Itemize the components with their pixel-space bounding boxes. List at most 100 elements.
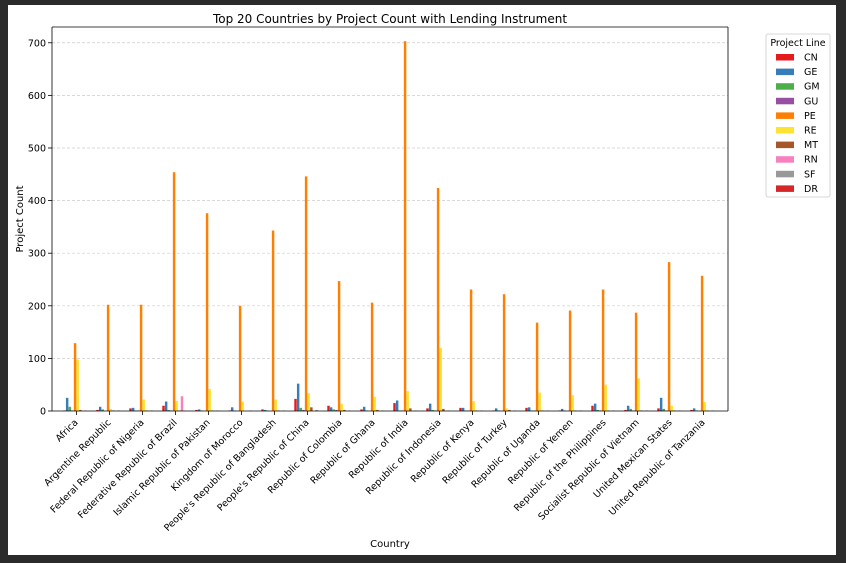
bar-re (439, 347, 442, 411)
bar-ge (527, 407, 531, 411)
bar-pe (205, 213, 209, 411)
bar-cn (360, 409, 363, 411)
bar-ge (329, 407, 333, 411)
bar-gu (335, 409, 338, 411)
bar-pe (436, 187, 440, 411)
y-tick-label: 600 (28, 91, 46, 102)
bar-cn (624, 409, 627, 411)
figure-frame: Top 20 Countries by Project Count with L… (8, 5, 836, 555)
x-tick-label: Africa (54, 417, 81, 444)
legend-label: MT (804, 140, 818, 151)
legend-label: GU (804, 96, 818, 107)
y-tick-label: 500 (28, 143, 46, 154)
legend-swatch-re (776, 127, 794, 134)
bar-cn (294, 398, 297, 411)
bar-re (670, 405, 673, 411)
legend-swatch-mt (776, 141, 794, 149)
bar-re (604, 384, 607, 411)
bar-pe (502, 294, 506, 411)
bar-ge (461, 407, 465, 411)
bar-ge (131, 407, 135, 411)
bar-pe (271, 230, 275, 411)
chart-title: Top 20 Countries by Project Count with L… (212, 12, 567, 26)
bar-re (505, 408, 508, 411)
bar-sf (315, 409, 318, 411)
bar-gm (299, 407, 303, 411)
bar-ge (494, 408, 498, 411)
bar-pe (238, 305, 242, 411)
legend-title: Project Line (770, 38, 825, 49)
bar-ge (593, 403, 597, 411)
legend-swatch-cn (776, 54, 794, 61)
bar-gm (596, 409, 600, 411)
legend-swatch-dr (776, 185, 794, 192)
bar-pe (106, 304, 110, 411)
bar-re (340, 403, 343, 411)
bar-pe (139, 304, 143, 411)
bar-cn (261, 409, 264, 411)
y-tick-label: 400 (28, 196, 46, 207)
bar-re (373, 396, 376, 411)
bar-ge (626, 405, 630, 411)
bar-cn (96, 409, 99, 411)
bar-pe (535, 322, 539, 411)
bar-pe (73, 343, 77, 411)
legend-swatch-ge (776, 68, 794, 76)
gridlines (52, 42, 728, 359)
bar-cn (459, 407, 462, 411)
bar-cn (591, 405, 594, 411)
bar-re (241, 401, 244, 411)
bar-re (406, 391, 409, 411)
bar-gm (662, 408, 666, 411)
legend-swatch-pe (776, 112, 794, 119)
bar-ge (560, 408, 564, 411)
bars (63, 41, 714, 412)
bar-pe (403, 41, 407, 412)
bar-mt (310, 407, 313, 411)
bar-cn (525, 407, 528, 411)
bar-mt (409, 408, 412, 411)
bar-re (703, 402, 706, 411)
bar-pe (568, 310, 572, 411)
x-tick-label: Republic of Kenya (409, 417, 477, 485)
bar-re (274, 399, 277, 411)
bar-ge (659, 397, 663, 411)
legend-label: GM (804, 82, 820, 93)
bar-re (109, 408, 112, 411)
bar-mt (343, 409, 346, 411)
bar-cn (657, 408, 660, 411)
bar-gm (68, 406, 72, 411)
legend-items: CN GE GM GU PE RE MT RN SF DR (776, 53, 820, 195)
x-tick-label: Republic of India (347, 417, 411, 481)
bar-pe (337, 281, 341, 411)
legend-label: CN (804, 53, 818, 64)
bar-ge (230, 407, 234, 411)
bar-pe (667, 262, 671, 411)
legend-label: PE (804, 111, 816, 122)
bar-re (175, 401, 178, 411)
bar-re (472, 401, 475, 411)
bar-re (637, 378, 640, 411)
bar-cn (162, 405, 165, 411)
bar-pe (304, 176, 308, 411)
bar-re (142, 399, 145, 411)
bar-pe (172, 172, 176, 411)
bar-ge (98, 406, 102, 411)
bar-chart: Top 20 Countries by Project Count with L… (15, 12, 831, 550)
y-tick-label: 0 (40, 407, 46, 418)
bar-gu (302, 409, 305, 411)
bar-pe (634, 312, 638, 411)
bar-mt (376, 409, 379, 411)
bar-rn (180, 396, 184, 411)
bar-gm (101, 409, 105, 411)
bar-gm (431, 409, 435, 411)
legend-swatch-gm (776, 83, 794, 90)
bar-re (571, 395, 574, 411)
bar-cn (195, 409, 198, 411)
bar-pe (601, 289, 605, 411)
y-ticks: 0 100 200 300 400 500 600 700 (28, 38, 52, 418)
bar-ge (296, 383, 300, 411)
legend-label: DR (804, 184, 818, 195)
bar-re (538, 392, 541, 411)
